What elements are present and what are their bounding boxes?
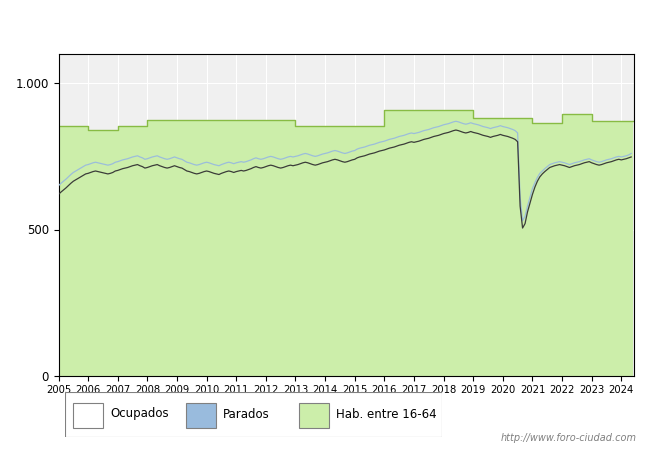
Text: Parados: Parados	[224, 408, 270, 420]
Text: Hab. entre 16-64: Hab. entre 16-64	[337, 408, 437, 420]
FancyBboxPatch shape	[73, 403, 103, 428]
Text: http://www.foro-ciudad.com: http://www.foro-ciudad.com	[501, 433, 637, 443]
FancyBboxPatch shape	[299, 403, 329, 428]
Text: Merindad de Río Ubierna - Evolucion de la poblacion en edad de Trabajar Mayo de : Merindad de Río Ubierna - Evolucion de l…	[18, 17, 632, 30]
Text: Ocupados: Ocupados	[111, 408, 169, 420]
FancyBboxPatch shape	[186, 403, 216, 428]
